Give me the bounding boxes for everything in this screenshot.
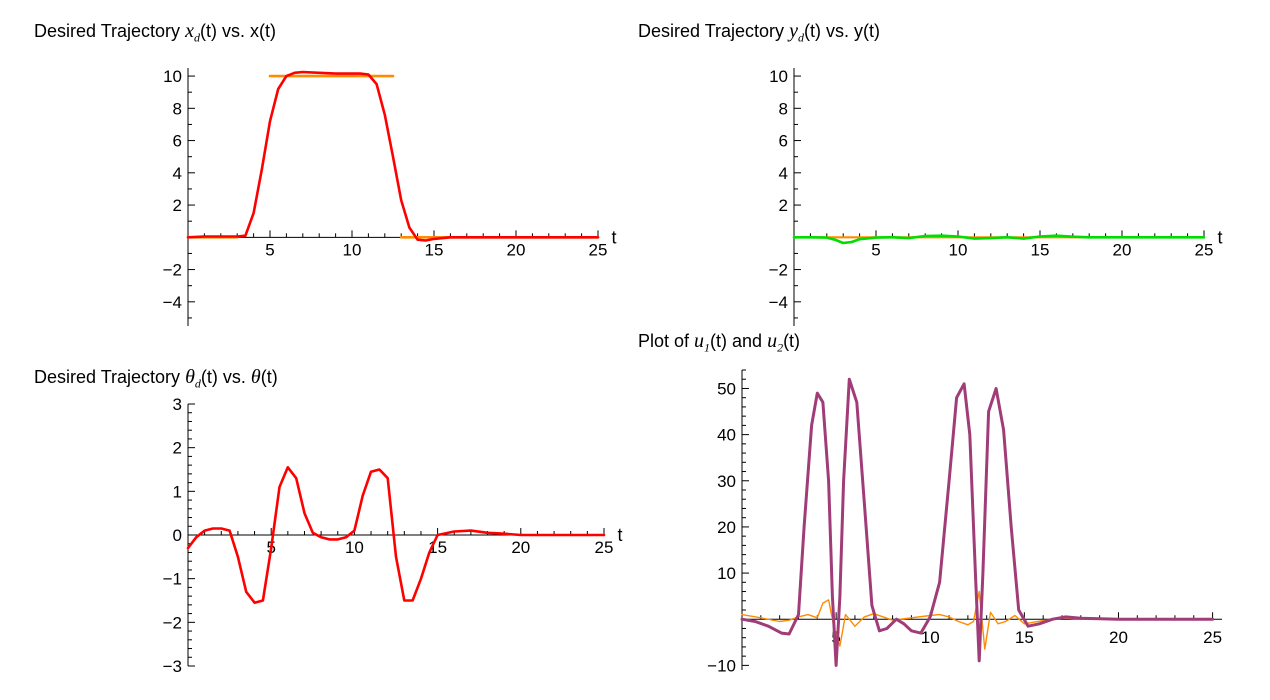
x-y-tick-label: 10: [163, 67, 182, 86]
chart-u-title-subscript-1: 1: [704, 340, 711, 355]
y-y-tick-label: 8: [779, 99, 788, 118]
chart-u-title: Plot of u1(t) and u2(t): [638, 330, 800, 356]
y-y-tick-label: 2: [779, 196, 788, 215]
chart-x-title: Desired Trajectory xd(t) vs. x(t): [34, 20, 276, 46]
u-series-1-line: [741, 590, 1214, 650]
chart-x-title-mid: (t) vs. x(t): [199, 21, 276, 41]
x-y-tick-label: 8: [173, 99, 182, 118]
x-x-tick-label: 10: [343, 240, 362, 259]
chart-u-title-symbol-2: u: [767, 330, 778, 352]
x-series-2-line: [186, 70, 600, 242]
theta-y-tick-label: −1: [163, 570, 182, 589]
x-y-tick-label: 4: [173, 164, 182, 183]
chart-theta-title-tail: (t): [260, 367, 278, 387]
u-y-tick-label: 40: [717, 426, 736, 445]
u-x-tick-label: 10: [921, 628, 940, 647]
x-y-tick-label: 2: [173, 196, 182, 215]
chart-x-title-symbol: x: [185, 20, 194, 42]
u-x-tick-label: 15: [1015, 628, 1034, 647]
x-x-tick-label: 20: [507, 240, 526, 259]
theta-series-1-line: [186, 466, 606, 604]
theta-y-tick-label: −3: [163, 657, 182, 676]
chart-y-title-subscript: d: [797, 30, 804, 45]
y-series-2-line: [792, 234, 1206, 245]
u-y-tick-label: 10: [717, 564, 736, 583]
theta-y-tick-label: 1: [173, 482, 182, 501]
theta-y-tick-label: 3: [173, 395, 182, 414]
chart-u-title-prefix: Plot of: [638, 331, 695, 351]
y-x-tick-label: 15: [1031, 240, 1050, 259]
theta-y-tick-label: 2: [173, 439, 182, 458]
theta-y-tick-label: 0: [173, 526, 182, 545]
chart-y-title-prefix: Desired Trajectory: [638, 21, 790, 41]
chart-theta-title-prefix: Desired Trajectory: [34, 367, 186, 387]
chart-theta-title-symbol: θ: [185, 366, 195, 388]
chart-u-title-mid: (t) and: [710, 331, 768, 351]
u-y-tick-label: 30: [717, 472, 736, 491]
theta-x-tick-label: 10: [345, 538, 364, 557]
u-series-2-line: [740, 377, 1215, 667]
x-x-tick-label: 15: [425, 240, 444, 259]
chart-y-title-mid: (t) vs. y(t): [803, 21, 880, 41]
chart-theta-title-symbol-2: θ: [250, 366, 261, 388]
y-x-tick-label: 5: [871, 240, 880, 259]
y-axis-label: t: [1217, 227, 1222, 247]
theta-x-tick-label: 25: [595, 538, 614, 557]
chart-u-title-tail: (t): [783, 331, 801, 351]
theta-axis-label: t: [617, 525, 622, 545]
x-y-tick-label: 6: [173, 132, 182, 151]
chart-x-title-subscript: d: [193, 30, 200, 45]
y-x-tick-label: 10: [949, 240, 968, 259]
chart-theta-title: Desired Trajectory θd(t) vs. θ(t): [34, 366, 278, 392]
chart-y-title: Desired Trajectory yd(t) vs. y(t): [638, 20, 880, 46]
x-y-tick-label: −4: [163, 293, 182, 312]
y-x-tick-label: 25: [1195, 240, 1214, 259]
y-y-tick-label: 6: [779, 132, 788, 151]
x-y-tick-label: −2: [163, 261, 182, 280]
y-y-tick-label: −2: [769, 261, 788, 280]
chart-u-title-symbol-1: u: [694, 330, 705, 352]
x-x-tick-label: 5: [265, 240, 274, 259]
chart-u-title-subscript-2: 2: [777, 340, 784, 355]
chart-theta-title-mid: (t) vs.: [200, 367, 251, 387]
chart-y-title-symbol: y: [789, 20, 798, 42]
theta-y-tick-label: −2: [163, 613, 182, 632]
y-y-tick-label: 4: [779, 164, 788, 183]
chart-x-title-prefix: Desired Trajectory: [34, 21, 186, 41]
x-axis-label: t: [611, 227, 616, 247]
u-y-tick-label: 20: [717, 518, 736, 537]
theta-x-tick-label: 20: [511, 538, 530, 557]
u-y-tick-label: 50: [717, 379, 736, 398]
chart-theta-title-subscript: d: [194, 376, 201, 391]
u-x-tick-label: 25: [1203, 628, 1222, 647]
y-y-tick-label: −4: [769, 293, 788, 312]
x-x-tick-label: 25: [589, 240, 608, 259]
u-x-tick-label: 20: [1109, 628, 1128, 647]
y-y-tick-label: 10: [769, 67, 788, 86]
u-y-tick-label: −10: [707, 656, 736, 675]
y-x-tick-label: 20: [1113, 240, 1132, 259]
